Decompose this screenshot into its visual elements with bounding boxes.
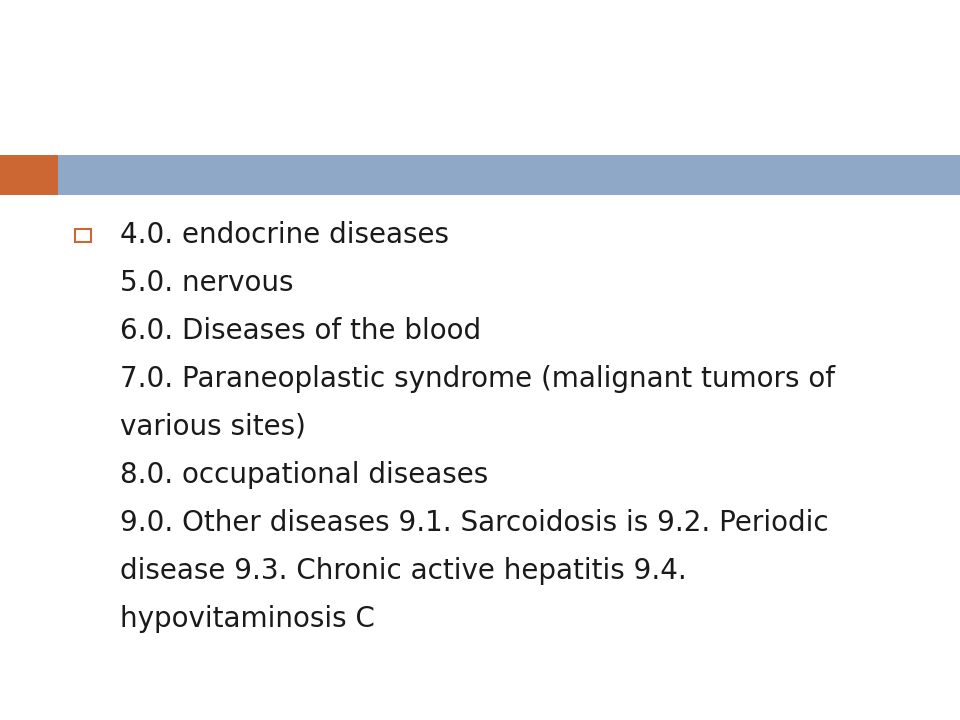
Bar <box>0 155 960 195</box>
Text: disease 9.3. Chronic active hepatitis 9.4.: disease 9.3. Chronic active hepatitis 9.… <box>120 557 686 585</box>
Text: various sites): various sites) <box>120 413 306 441</box>
Text: 4.0. endocrine diseases: 4.0. endocrine diseases <box>120 221 449 249</box>
Text: 5.0. nervous: 5.0. nervous <box>120 269 294 297</box>
Bar <box>0 155 58 195</box>
Text: 8.0. occupational diseases: 8.0. occupational diseases <box>120 461 489 489</box>
Bar <box>75 228 91 241</box>
Text: 9.0. Other diseases 9.1. Sarcoidosis is 9.2. Periodic: 9.0. Other diseases 9.1. Sarcoidosis is … <box>120 509 828 537</box>
Text: hypovitaminosis C: hypovitaminosis C <box>120 605 374 633</box>
Text: 6.0. Diseases of the blood: 6.0. Diseases of the blood <box>120 317 481 345</box>
Text: 7.0. Paraneoplastic syndrome (malignant tumors of: 7.0. Paraneoplastic syndrome (malignant … <box>120 365 835 393</box>
